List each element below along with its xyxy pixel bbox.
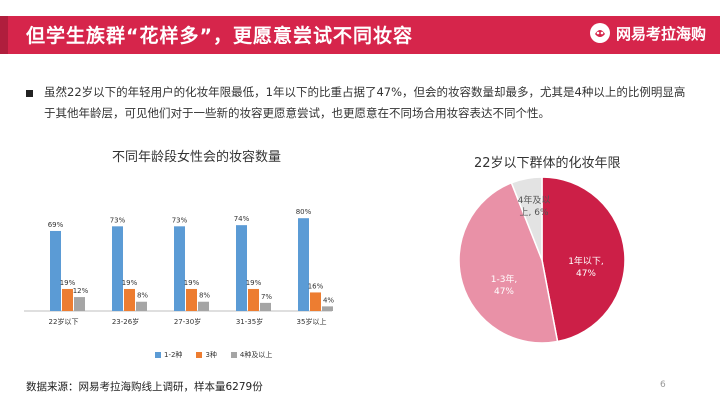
bar-gray xyxy=(260,302,271,311)
pie-slice-label: 1年以下, xyxy=(568,255,604,267)
slide-title: 但学生族群“花样多”，更愿意尝试不同妆容 xyxy=(26,25,413,47)
bar-chart: 69%19%12%22岁以下73%19%8%23-26岁73%19%8%27-3… xyxy=(24,208,334,326)
bar-blue xyxy=(298,218,309,311)
bar-orange xyxy=(248,288,259,311)
bar-data-label: 69% xyxy=(48,221,64,229)
pie-slice-value: 47% xyxy=(576,269,596,279)
x-tick-label: 35岁以上 xyxy=(297,317,327,326)
pie-slice xyxy=(458,181,559,344)
bullet-text: 虽然22岁以下的年轻用户的化妆年限最低，1年以下的比重占据了47%，但会的妆容数… xyxy=(44,85,686,120)
pie-chart-title: 22岁以下群体的化妆年限 xyxy=(474,156,621,171)
legend-swatch-gray xyxy=(230,352,237,358)
legend-swatch-blue xyxy=(155,352,161,358)
bar-data-label: 16% xyxy=(308,282,324,290)
legend-label: 4种及以上 xyxy=(239,351,273,359)
legend-item-3: 3种 xyxy=(196,350,217,360)
bar-blue xyxy=(174,226,185,311)
bar-data-label: 19% xyxy=(122,279,138,287)
bullet-marker xyxy=(26,90,33,97)
pie-slice-label: 4年及以 xyxy=(518,194,551,206)
bar-chart-title: 不同年龄段女性会的妆容数量 xyxy=(112,150,282,165)
x-tick-label: 22岁以下 xyxy=(49,317,79,326)
brand-icon xyxy=(589,23,610,43)
pie-slice-value: 47% xyxy=(494,287,514,297)
pie-slice-label: 1-3年, xyxy=(491,273,518,285)
bar-chart-legend: 1-2种 3种 4种及以上 xyxy=(155,350,272,360)
bar-blue xyxy=(236,225,247,311)
bar-data-label: 4% xyxy=(323,296,334,304)
brand-name: 网易考拉海购 xyxy=(615,24,706,43)
bar-data-label: 19% xyxy=(246,279,262,287)
page-number: 6 xyxy=(660,380,666,390)
pie-slice-value: 上, 6% xyxy=(520,207,549,218)
x-tick-label: 27-30岁 xyxy=(174,317,201,326)
legend-label: 1-2种 xyxy=(164,351,183,359)
bar-data-label: 8% xyxy=(137,292,148,300)
bar-blue xyxy=(50,230,61,311)
bar-data-label: 19% xyxy=(60,279,76,287)
legend-label: 3种 xyxy=(205,351,217,359)
bar-orange xyxy=(62,288,73,311)
pie-slice xyxy=(510,176,543,261)
bar-gray xyxy=(322,306,333,311)
bar-orange xyxy=(186,288,197,311)
bar-gray xyxy=(198,301,209,311)
bar-orange xyxy=(310,292,321,311)
bar-data-label: 8% xyxy=(199,292,210,300)
brand-logo: 网易考拉海购 xyxy=(589,22,706,44)
x-tick-label: 31-35岁 xyxy=(236,317,263,326)
bar-data-label: 74% xyxy=(234,215,250,223)
legend-item-4plus: 4种及以上 xyxy=(230,350,273,360)
data-source: 数据来源：网易考拉海购线上调研，样本量6279份 xyxy=(26,381,263,393)
bar-gray xyxy=(136,301,147,311)
pie-slice xyxy=(541,176,626,343)
bar-data-label: 19% xyxy=(184,279,200,287)
bar-orange xyxy=(124,288,135,311)
bar-blue xyxy=(112,226,123,311)
legend-swatch-orange xyxy=(196,352,203,358)
bar-gray xyxy=(74,297,85,311)
bar-data-label: 7% xyxy=(261,293,272,301)
header-accent xyxy=(0,16,8,54)
bar-data-label: 73% xyxy=(110,216,126,224)
bar-data-label: 73% xyxy=(172,216,188,224)
legend-item-1-2: 1-2种 xyxy=(155,350,182,360)
bar-data-label: 12% xyxy=(73,287,89,295)
x-tick-label: 23-26岁 xyxy=(112,317,139,326)
bar-data-label: 80% xyxy=(296,208,312,216)
